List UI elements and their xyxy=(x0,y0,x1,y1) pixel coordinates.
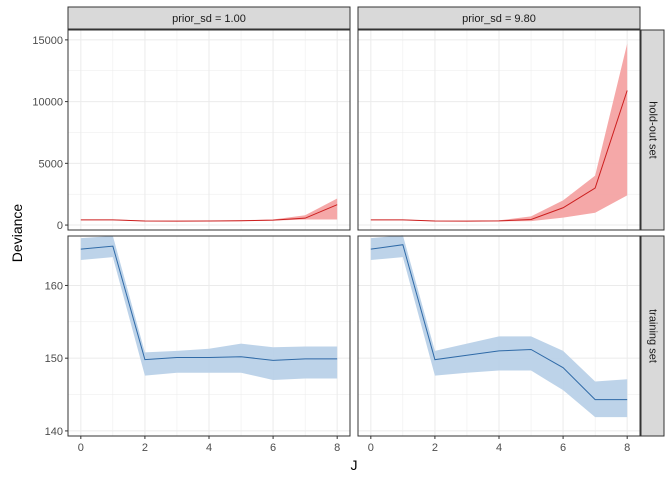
y-tick-label: 5000 xyxy=(39,158,63,170)
y-tick-label: 160 xyxy=(45,280,63,292)
x-tick-label: 8 xyxy=(334,442,340,454)
x-axis-title: J xyxy=(351,457,358,473)
y-tick-label: 15000 xyxy=(32,35,63,47)
x-tick-label: 6 xyxy=(270,442,276,454)
panel xyxy=(357,29,641,231)
x-tick-label: 8 xyxy=(624,442,630,454)
series-line xyxy=(370,244,628,401)
row-strip: hold-out set xyxy=(640,29,665,231)
x-tick-label: 0 xyxy=(368,442,374,454)
y-tick-label: 10000 xyxy=(32,97,63,109)
row-strip-box xyxy=(640,29,665,231)
panel-border xyxy=(357,29,641,231)
column-strip: prior_sd = 9.80 xyxy=(357,6,641,30)
confidence-band xyxy=(80,236,338,380)
row-strip-label: training set xyxy=(647,309,659,363)
series-line xyxy=(80,245,338,361)
y-tick-label: 140 xyxy=(45,426,63,438)
series-line xyxy=(370,90,628,222)
x-tick-label: 2 xyxy=(142,442,148,454)
panel: 0 5000 10000 15000 xyxy=(32,29,351,232)
row-strip: training set xyxy=(640,235,665,437)
panel-border xyxy=(67,29,351,231)
row-strip-box xyxy=(640,235,665,437)
column-strip-label: prior_sd = 9.80 xyxy=(462,13,536,25)
confidence-band xyxy=(370,235,628,418)
x-tick-label: 4 xyxy=(206,442,212,454)
x-tick-label: 0 xyxy=(78,442,84,454)
column-strip-box xyxy=(67,6,351,30)
y-axis-title: Deviance xyxy=(9,204,25,263)
column-strip-box xyxy=(357,6,641,30)
panel: 140 150 160 0 2 4 6 8 xyxy=(45,235,351,454)
y-tick-label: 0 xyxy=(57,220,63,232)
y-tick-label: 150 xyxy=(45,353,63,365)
panel: 0 2 4 6 8 xyxy=(357,235,641,454)
x-tick-label: 6 xyxy=(560,442,566,454)
column-strip: prior_sd = 1.00 xyxy=(67,6,351,30)
series-line xyxy=(80,204,338,222)
row-strip-label: hold-out set xyxy=(647,101,659,158)
confidence-band xyxy=(370,43,628,222)
x-tick-label: 2 xyxy=(432,442,438,454)
confidence-band xyxy=(80,198,338,222)
x-tick-label: 4 xyxy=(496,442,502,454)
column-strip-label: prior_sd = 1.00 xyxy=(172,13,246,25)
